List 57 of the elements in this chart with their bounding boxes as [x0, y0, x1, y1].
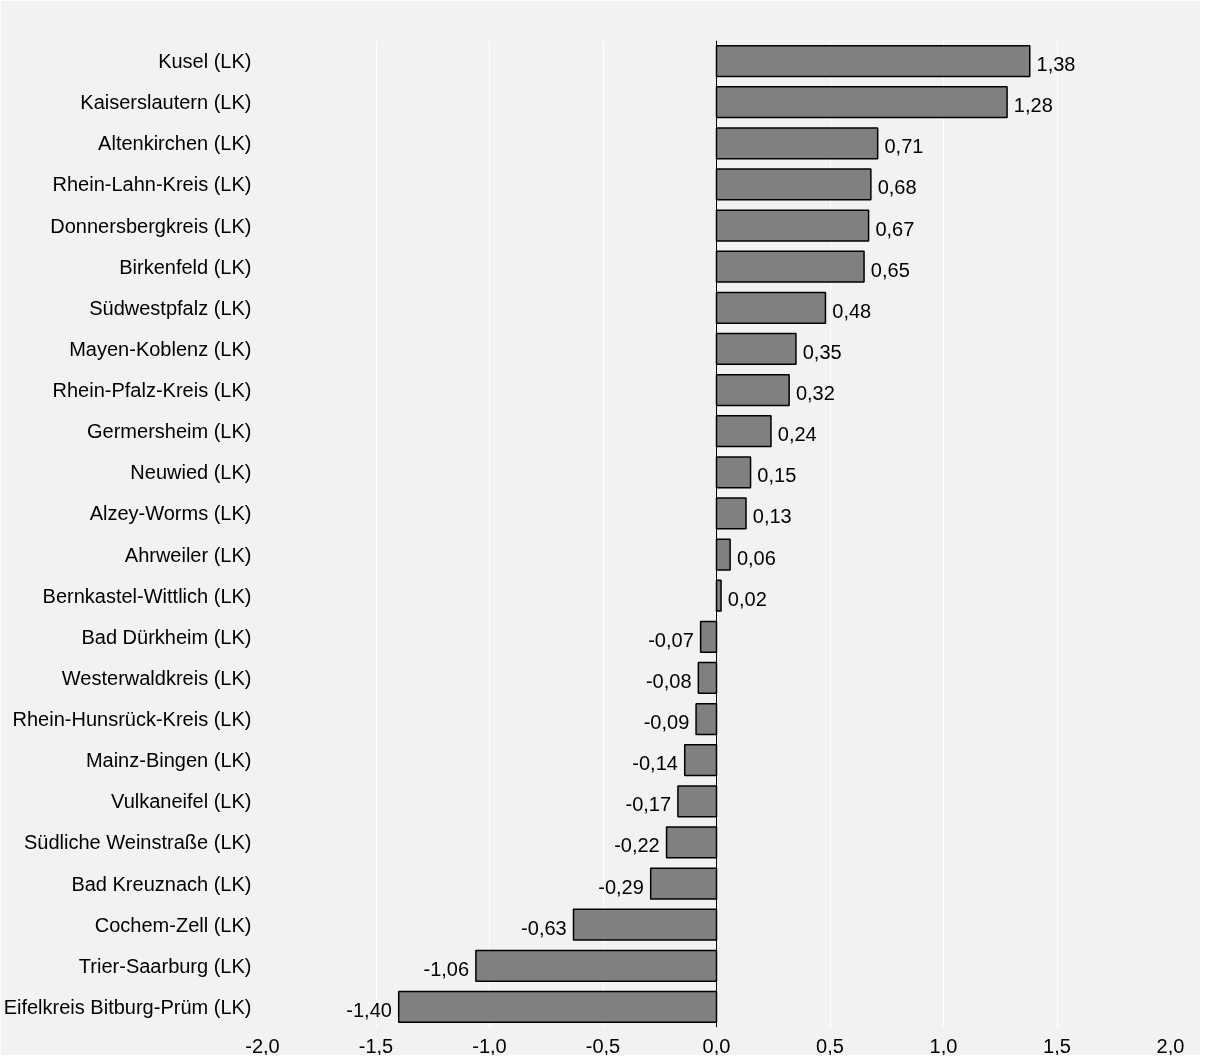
- data-label: 0,32: [795, 382, 835, 405]
- y-tick-label: Rhein-Pfalz-Kreis (LK): [52, 379, 252, 402]
- x-tick-label: 1,0: [929, 1034, 958, 1057]
- x-tick-label: 1,5: [1043, 1034, 1071, 1057]
- data-label: 1,28: [1013, 94, 1053, 117]
- data-label: 0,06: [736, 546, 776, 569]
- data-label: 1,38: [1036, 53, 1076, 76]
- data-label: -0,14: [632, 752, 678, 775]
- data-label: -1,06: [423, 957, 470, 980]
- y-tick-label: Germersheim (LK): [87, 420, 252, 443]
- data-label: -0,63: [521, 916, 567, 939]
- y-tick-label: Bad Kreuznach (LK): [71, 872, 252, 895]
- x-tick-label: 0,0: [702, 1034, 731, 1057]
- data-label: 0,24: [777, 423, 817, 446]
- y-tick-label: Eifelkreis Bitburg-Prüm (LK): [3, 995, 252, 1018]
- y-tick-label: Kaiserslautern (LK): [80, 91, 252, 114]
- data-label: 0,48: [832, 299, 872, 322]
- y-tick-label: Neuwied (LK): [130, 461, 252, 484]
- y-tick-label: Donnersbergkreis (LK): [50, 214, 252, 237]
- y-tick-label: Rhein-Lahn-Kreis (LK): [52, 173, 252, 196]
- data-label: -0,29: [598, 875, 644, 898]
- data-label: 0,67: [875, 217, 915, 240]
- data-label: -0,22: [614, 834, 660, 857]
- data-label: -1,40: [346, 998, 392, 1021]
- y-tick-label: Westerwaldkreis (LK): [61, 666, 252, 689]
- y-tick-label: Altenkirchen (LK): [98, 132, 252, 155]
- y-tick-label: Ahrweiler (LK): [124, 543, 252, 566]
- data-label: -0,08: [645, 669, 692, 692]
- data-label: 0,71: [884, 135, 924, 158]
- data-label: -0,17: [625, 793, 672, 816]
- x-tick-label: 0,5: [816, 1034, 844, 1057]
- x-tick-label: -1,5: [358, 1034, 394, 1057]
- x-tick-label: -0,5: [585, 1034, 621, 1057]
- x-tick-label: 2,0: [1156, 1034, 1185, 1057]
- y-tick-label: Alzey-Worms (LK): [89, 502, 252, 525]
- y-tick-label: Bad Dürkheim (LK): [81, 625, 252, 648]
- data-label: 0,68: [877, 176, 917, 199]
- data-label: 0,35: [802, 340, 842, 363]
- y-tick-label: Cochem-Zell (LK): [94, 913, 252, 936]
- y-tick-label: Rhein-Hunsrück-Kreis (LK): [12, 708, 252, 731]
- y-tick-label: Bernkastel-Wittlich (LK): [42, 584, 252, 607]
- y-tick-label: Vulkaneifel (LK): [111, 790, 252, 813]
- y-tick-label: Trier-Saarburg (LK): [78, 954, 252, 977]
- data-label: 0,02: [727, 587, 767, 610]
- data-label: 0,65: [870, 258, 910, 281]
- y-tick-label: Kusel (LK): [158, 50, 252, 73]
- data-label: 0,15: [757, 464, 797, 487]
- y-tick-label: Mayen-Koblenz (LK): [69, 337, 252, 360]
- data-label: -0,09: [643, 711, 690, 734]
- y-tick-label: Mainz-Bingen (LK): [85, 749, 252, 772]
- data-label: 0,13: [752, 505, 792, 528]
- x-tick-label: -2,0: [245, 1034, 280, 1057]
- data-label: -0,07: [648, 628, 694, 651]
- y-tick-label: Birkenfeld (LK): [119, 255, 252, 278]
- y-tick-label: Südwestpfalz (LK): [89, 296, 252, 319]
- x-tick-label: -1,0: [472, 1034, 507, 1057]
- y-tick-label: Südliche Weinstraße (LK): [24, 831, 252, 854]
